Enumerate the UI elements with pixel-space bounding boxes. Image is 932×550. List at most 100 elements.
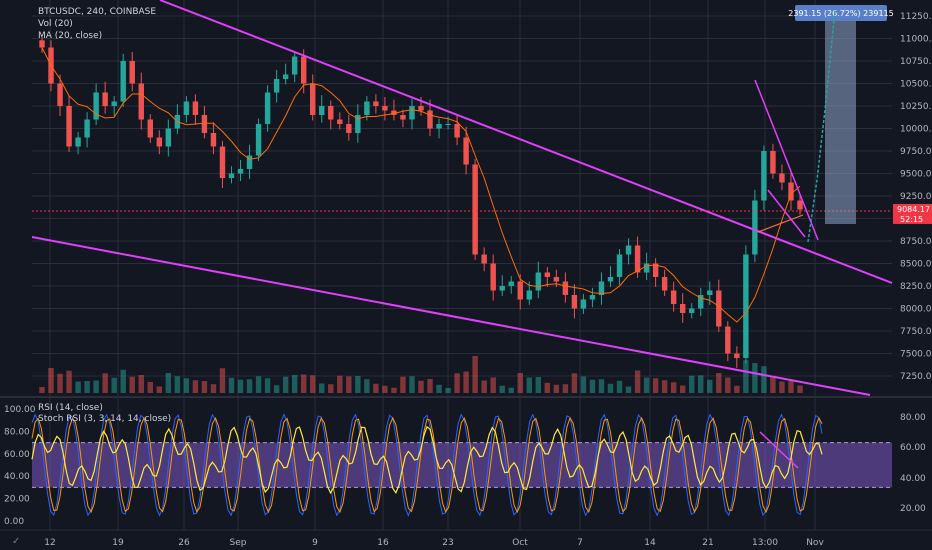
price-tick-label: 10500.00 — [900, 80, 932, 90]
volume-bar — [499, 385, 505, 393]
candle-body — [183, 101, 190, 115]
volume-bar — [598, 379, 605, 393]
volume-bar — [192, 380, 199, 393]
candle-body — [391, 110, 397, 115]
volume-bar — [788, 381, 794, 393]
candle-body — [698, 295, 704, 309]
candle-body — [788, 182, 794, 201]
time-tick-label: 21 — [702, 538, 713, 548]
symbol-label[interactable]: BTCUSDC, 240, COINBASE — [38, 7, 157, 17]
candle-body — [616, 254, 623, 277]
volume-bar — [418, 380, 424, 393]
price-tick-label: 10000.00 — [900, 125, 932, 135]
candle-body — [228, 173, 235, 178]
candle-body — [454, 124, 460, 138]
stoch-k-line — [31, 413, 823, 517]
price-tick-label: 7250.00 — [900, 372, 932, 382]
candle-body — [138, 83, 144, 120]
candle-body — [273, 79, 280, 93]
volume-bar — [210, 384, 217, 393]
lower-trendline — [31, 236, 871, 396]
oscillator-legend: RSI (14, close) Stoch RSI (3, 3, 14, 14,… — [38, 403, 171, 425]
candle-body — [418, 106, 424, 111]
candle-body — [625, 245, 632, 255]
candle-body — [337, 119, 343, 124]
candle-body — [264, 92, 271, 124]
volume-bar — [716, 373, 722, 393]
volume-bar — [643, 377, 650, 393]
volume-bar — [310, 375, 316, 393]
candle-body — [400, 115, 406, 120]
candle-body — [192, 101, 199, 115]
candle-body — [752, 200, 758, 255]
projection-label-bg — [795, 5, 887, 21]
ma-line — [41, 47, 801, 323]
price-tick-label: 10250.00 — [900, 102, 932, 112]
volume-bar — [725, 377, 731, 393]
candle-body — [310, 83, 316, 115]
candle-body — [643, 263, 650, 273]
volume-bar — [382, 385, 388, 393]
candle-body — [526, 290, 532, 300]
volume-bar — [219, 368, 226, 393]
candle-body — [93, 92, 99, 120]
price-tick-label: 8000.00 — [900, 305, 932, 315]
logo-icon: ✓ — [12, 536, 20, 547]
countdown-label: 52:15 — [900, 215, 923, 224]
volume-bar — [93, 380, 99, 393]
candle-body — [661, 277, 668, 291]
candle-body — [508, 281, 514, 286]
volume-indicator-label[interactable]: Vol (20) — [38, 19, 73, 29]
candle-body — [761, 151, 767, 201]
candle-body — [129, 61, 135, 84]
volume-bar — [319, 383, 325, 393]
candle-body — [355, 115, 361, 133]
volume-bar — [770, 375, 776, 393]
candle-body — [779, 173, 785, 183]
projection-label: 2391.15 (26.72%) 239115 — [788, 9, 893, 18]
time-tick-label: Oct — [512, 538, 528, 548]
price-tick-label: 7500.00 — [900, 350, 932, 360]
volume-bar — [400, 376, 406, 393]
candle-body — [409, 106, 415, 120]
time-tick-label: Sep — [230, 538, 247, 548]
candle-body — [562, 281, 569, 295]
rsi-left-tick-label: 100.00 — [4, 405, 36, 415]
volume-bar — [409, 376, 415, 393]
volume-bar — [797, 385, 803, 393]
volume-bar — [553, 384, 560, 393]
time-tick-label: 12 — [44, 538, 55, 548]
candle-body — [328, 106, 334, 120]
time-tick-label: 14 — [644, 538, 656, 548]
volume-bar — [147, 382, 153, 393]
volume-bar — [616, 380, 623, 393]
price-tick-label: 9250.00 — [900, 192, 932, 202]
price-tick-label: 9500.00 — [900, 170, 932, 180]
ma-indicator-label[interactable]: MA (20, close) — [38, 31, 103, 41]
time-tick-label: 19 — [112, 538, 124, 548]
stoch-rsi-indicator-label[interactable]: Stoch RSI (3, 3, 14, 14, close) — [38, 414, 172, 424]
candle-body — [743, 254, 749, 358]
volume-bar — [472, 356, 478, 393]
candle-body — [364, 101, 370, 115]
volume-bar — [625, 386, 632, 393]
volume-bar — [562, 384, 569, 393]
volume-bar — [300, 374, 307, 393]
candle-body — [770, 151, 776, 174]
rsi-left-tick-label: 80.00 — [4, 427, 30, 437]
candle-body — [382, 106, 388, 111]
price-tick-label: 9750.00 — [900, 147, 932, 157]
volume-bar — [589, 379, 596, 393]
volume-bar — [779, 381, 785, 393]
rsi-left-tick-label: 40.00 — [4, 472, 30, 482]
candle-body — [725, 326, 731, 354]
candle-body — [436, 124, 442, 129]
candle-body — [210, 133, 217, 147]
candle-body — [84, 119, 90, 138]
candle-body — [517, 281, 523, 300]
volume-bar — [201, 381, 208, 393]
projection-path — [807, 9, 836, 243]
volume-bar — [544, 382, 551, 393]
rsi-indicator-label[interactable]: RSI (14, close) — [38, 403, 103, 413]
